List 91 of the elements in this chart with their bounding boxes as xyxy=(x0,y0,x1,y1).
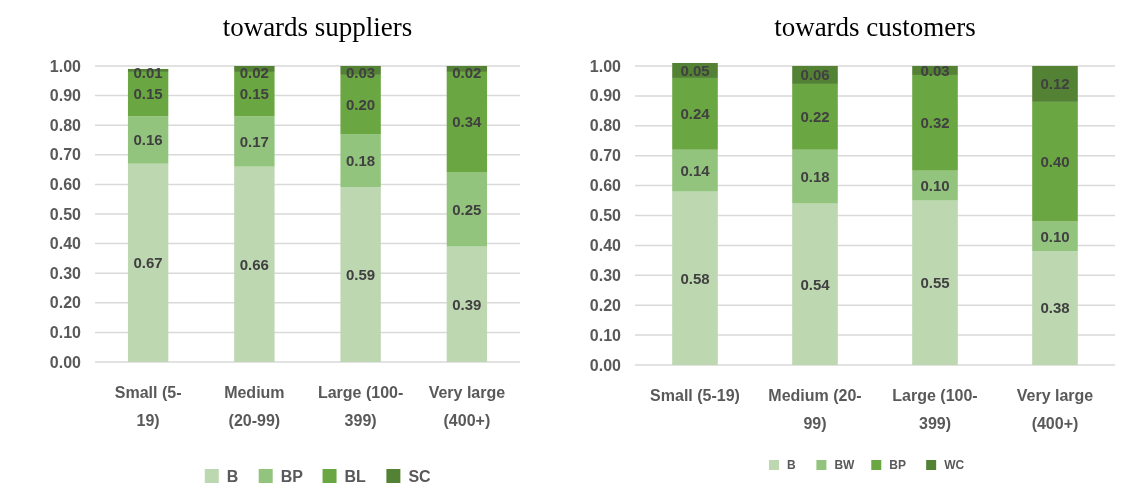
bar xyxy=(1032,101,1078,222)
y-tick-label: 0.30 xyxy=(49,264,82,282)
y-tick-label: 0.60 xyxy=(49,176,82,193)
data-label: 0.59 xyxy=(346,265,376,283)
y-tick-label: 1.00 xyxy=(49,57,82,75)
y-tick-label: 0.20 xyxy=(589,296,622,314)
x-tick-label: Medium (20-99) xyxy=(224,384,285,429)
y-tick-label: 0.40 xyxy=(49,235,82,253)
data-label: 0.05 xyxy=(680,61,710,79)
bar xyxy=(234,166,275,362)
y-tick-label: 1.00 xyxy=(589,57,622,75)
y-tick-label: 0.10 xyxy=(589,326,622,344)
y-tick-label: 0.50 xyxy=(589,207,622,225)
legend-label: SC xyxy=(408,467,432,485)
bar xyxy=(446,246,488,362)
data-label: 0.58 xyxy=(680,269,710,287)
bar xyxy=(234,116,275,167)
legend-label: B xyxy=(786,458,796,473)
data-label: 0.38 xyxy=(1040,299,1070,317)
data-label: 0.18 xyxy=(800,167,830,185)
bar xyxy=(446,172,488,247)
y-tick-label: 0.50 xyxy=(49,205,82,223)
y-tick-label: 0.80 xyxy=(589,117,622,135)
bar xyxy=(672,149,718,192)
data-label: 0.20 xyxy=(346,95,376,113)
data-label: 0.15 xyxy=(133,85,163,103)
bar xyxy=(912,74,958,171)
data-label: 0.55 xyxy=(920,274,950,292)
data-label: 0.22 xyxy=(800,108,830,126)
data-label: 0.67 xyxy=(133,254,163,272)
x-tick-label: Large (100- 399) xyxy=(892,387,978,432)
data-label: 0.25 xyxy=(452,200,482,218)
legend-label: BP xyxy=(280,467,304,485)
y-tick-label: 0.30 xyxy=(589,266,622,284)
data-label: 0.03 xyxy=(920,61,950,79)
y-tick-label: 0.20 xyxy=(49,294,82,312)
y-tick-label: 0.10 xyxy=(49,324,82,341)
y-tick-label: 0.70 xyxy=(589,147,622,165)
data-label: 0.17 xyxy=(239,132,269,150)
data-label: 0.12 xyxy=(1040,75,1070,93)
data-label: 0.01 xyxy=(133,64,163,82)
data-label: 0.66 xyxy=(239,255,269,273)
data-label: 0.54 xyxy=(800,275,831,293)
data-label: 0.40 xyxy=(1040,152,1070,170)
x-tick-label: Very large (400+) xyxy=(428,384,506,429)
data-label: 0.02 xyxy=(452,64,482,82)
bar xyxy=(792,83,838,150)
data-label: 0.10 xyxy=(920,176,950,194)
legend-label: BL xyxy=(344,467,367,485)
bar xyxy=(1032,65,1078,102)
y-tick-label: 0.00 xyxy=(49,353,82,371)
chart-title: towards customers xyxy=(774,12,976,42)
y-tick-label: 0.90 xyxy=(49,87,82,105)
data-label: 0.03 xyxy=(346,64,376,82)
data-label: 0.24 xyxy=(680,105,711,123)
y-tick-label: 0.80 xyxy=(49,116,82,134)
legend-label: BP xyxy=(889,458,906,473)
data-label: 0.10 xyxy=(1040,227,1070,245)
bar xyxy=(340,187,381,362)
data-label: 0.32 xyxy=(920,114,950,132)
y-tick-label: 0.60 xyxy=(589,177,622,195)
x-tick-label: Medium (20- 99) xyxy=(768,387,862,432)
bar xyxy=(792,149,838,204)
y-tick-label: 0.90 xyxy=(589,87,622,105)
bar xyxy=(672,77,718,150)
bar xyxy=(127,163,169,362)
x-tick-label: Small (5- 19) xyxy=(114,384,182,429)
x-tick-label: Large (100- 399) xyxy=(317,384,404,429)
legend-label: WC xyxy=(944,458,965,473)
x-tick-label: Very large (400+) xyxy=(1016,387,1094,432)
data-label: 0.39 xyxy=(452,295,482,313)
data-label: 0.16 xyxy=(133,131,163,149)
data-label: 0.02 xyxy=(239,64,269,82)
data-label: 0.15 xyxy=(239,85,269,103)
y-tick-label: 0.00 xyxy=(589,356,622,374)
bar xyxy=(792,203,838,365)
bar xyxy=(340,134,381,188)
data-label: 0.06 xyxy=(800,66,830,84)
bar xyxy=(127,116,169,164)
x-tick-label: Small (5-19) xyxy=(650,387,740,404)
y-tick-label: 0.70 xyxy=(49,146,82,164)
bar xyxy=(912,200,958,365)
legend-label: BW xyxy=(834,458,856,473)
chart-title: towards suppliers xyxy=(222,12,413,42)
legend-label: B xyxy=(226,467,239,485)
data-label: 0.34 xyxy=(452,113,483,131)
bar xyxy=(1032,251,1078,365)
bar xyxy=(672,191,718,365)
data-label: 0.14 xyxy=(680,161,711,179)
data-label: 0.18 xyxy=(346,151,376,169)
y-tick-label: 0.40 xyxy=(589,237,622,254)
